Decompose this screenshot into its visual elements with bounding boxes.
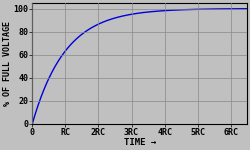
- X-axis label: TIME →: TIME →: [124, 138, 156, 147]
- Y-axis label: % OF FULL VOLTAGE: % OF FULL VOLTAGE: [3, 21, 12, 106]
